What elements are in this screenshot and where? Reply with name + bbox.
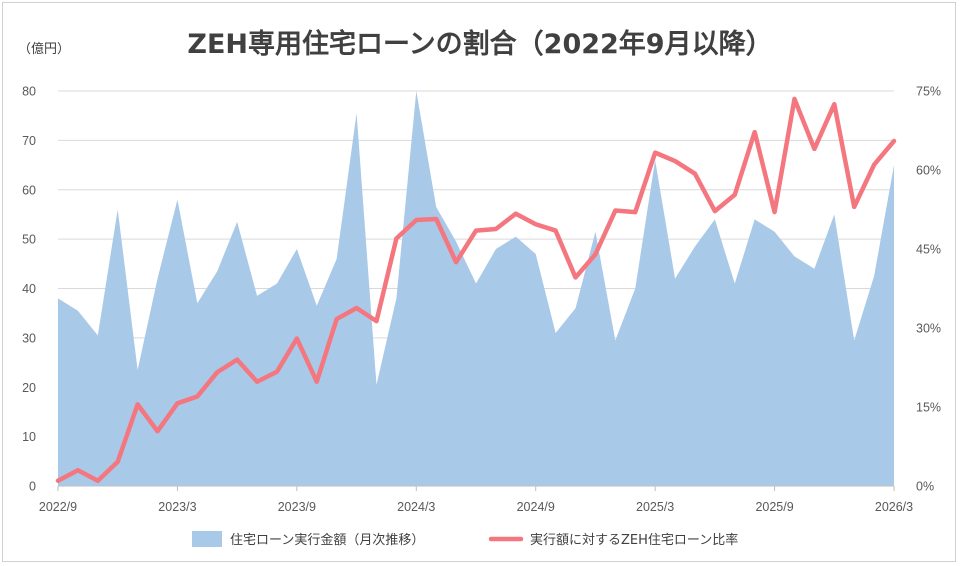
x-tick-label: 2024/3 <box>397 500 435 514</box>
y-left-tick-label: 30 <box>22 331 36 345</box>
y-left-tick-label: 60 <box>22 183 36 197</box>
y-left-tick-label: 50 <box>22 233 36 247</box>
legend-label-area: 住宅ローン実行金額（月次推移） <box>230 532 424 548</box>
x-tick-label: 2026/3 <box>875 500 913 514</box>
legend-label-line: 実行額に対するZEH住宅ローン比率 <box>530 532 738 548</box>
x-tick-label: 2025/9 <box>755 500 793 514</box>
y-axis-unit-label: （億円） <box>18 42 71 57</box>
y-right-tick-label: 0% <box>916 480 934 494</box>
y-right-tick-label: 75% <box>916 85 941 99</box>
legend-swatch-area <box>192 531 222 547</box>
y-right-tick-label: 60% <box>916 164 941 178</box>
area-series-layer <box>58 91 894 486</box>
y-left-tick-label: 0 <box>29 480 36 494</box>
y-left-tick-label: 20 <box>22 381 36 395</box>
x-tick-label: 2025/3 <box>636 500 674 514</box>
axes: 0 10 20 30 40 50 60 70 80 0% 15% 30% 45% 60% 75% 2022/9… <box>22 85 941 515</box>
x-tick-label: 2022/9 <box>39 500 77 514</box>
y-right-tick-label: 15% <box>916 401 941 415</box>
legend: 住宅ローン実行金額（月次推移） 実行額に対するZEH住宅ローン比率 <box>192 531 738 548</box>
y-left-tick-label: 10 <box>22 430 36 444</box>
x-tick-label: 2023/3 <box>158 500 196 514</box>
y-left-tick-label: 80 <box>22 85 36 99</box>
y-left-tick-label: 40 <box>22 282 36 296</box>
y-left-tick-label: 70 <box>22 134 36 148</box>
x-tick-label: 2023/9 <box>278 500 316 514</box>
x-tick-label: 2024/9 <box>517 500 555 514</box>
chart-title: ZEH専用住宅ローンの割合（2022年9月以降） <box>187 29 773 60</box>
ratio-line <box>55 96 897 483</box>
line-series-layer <box>55 96 897 483</box>
y-right-tick-label: 30% <box>916 322 941 336</box>
y-right-tick-label: 45% <box>916 243 941 257</box>
area-series-fill <box>58 91 894 486</box>
